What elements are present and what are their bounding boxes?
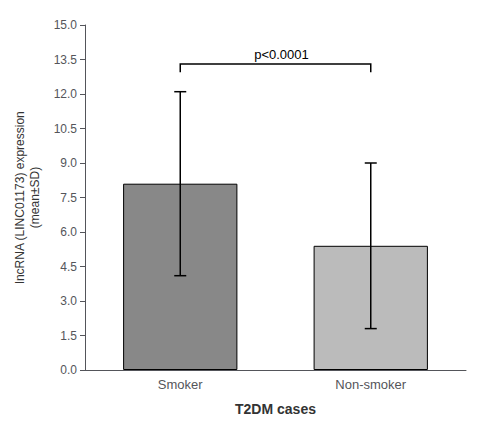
svg-text:13.5: 13.5 (54, 53, 78, 67)
svg-text:6.0: 6.0 (60, 225, 77, 239)
svg-text:p<0.0001: p<0.0001 (254, 47, 309, 62)
svg-text:4.5: 4.5 (60, 260, 77, 274)
svg-text:10.5: 10.5 (54, 122, 78, 136)
svg-text:12.0: 12.0 (54, 87, 78, 101)
svg-text:Non-smoker: Non-smoker (335, 377, 406, 392)
svg-text:lncRNA (LINC01173) expression: lncRNA (LINC01173) expression (13, 111, 27, 284)
svg-text:9.0: 9.0 (60, 156, 77, 170)
svg-text:Smoker: Smoker (158, 377, 203, 392)
svg-text:7.5: 7.5 (60, 191, 77, 205)
svg-text:(mean±SD): (mean±SD) (28, 167, 42, 228)
svg-text:15.0: 15.0 (54, 18, 78, 32)
svg-text:T2DM cases: T2DM cases (235, 401, 316, 417)
svg-text:3.0: 3.0 (60, 294, 77, 308)
svg-text:1.5: 1.5 (60, 329, 77, 343)
svg-text:0.0: 0.0 (60, 363, 77, 377)
